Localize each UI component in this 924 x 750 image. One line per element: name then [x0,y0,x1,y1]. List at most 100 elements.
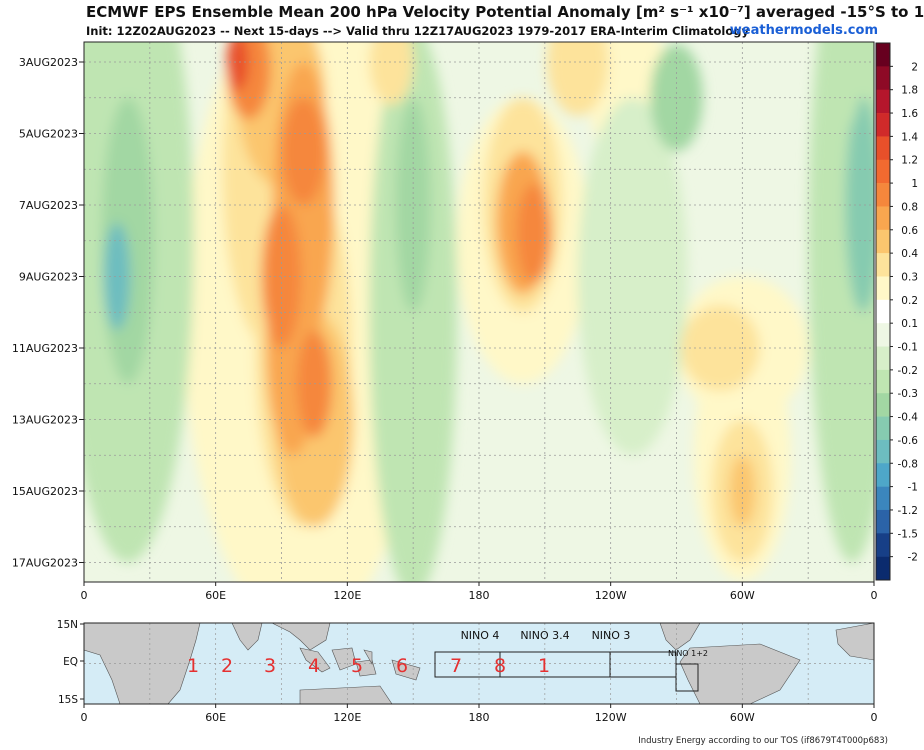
colorbar-swatch [876,43,890,67]
mjo-phase-label: 7 [450,655,462,677]
map-x-tick-label: 0 [81,711,88,724]
colorbar: 2 1.8 1.6 1.4 1.2 1 0.8 0.6 0.4 0.3 0.2 0.1 -0.1 -0.2… [875,42,919,581]
colorbar-swatch [876,299,890,324]
colorbar-label: 2 [911,61,918,73]
mjo-phase-label: 8 [494,655,506,677]
y-tick-label: 13AUG2023 [12,414,78,427]
colorbar-swatch [876,159,890,184]
map-y-tick-label: 15N [57,619,78,631]
y-tick-label: 5AUG2023 [19,128,78,141]
anomaly-region [103,222,131,331]
map-x-tick-label: 120E [333,711,361,724]
y-tick-label: 11AUG2023 [12,342,78,355]
colorbar-swatch [876,113,890,137]
colorbar-swatch [876,206,890,231]
y-tick-label: 9AUG2023 [19,271,78,284]
nino-region-label: NINO 3 [592,629,631,642]
map-land [84,623,874,704]
mjo-phase-label: 2 [221,655,233,677]
colorbar-label: 0.2 [901,295,918,307]
mjo-phase-label: 1 [538,655,550,677]
anomaly-region [261,205,302,348]
anomaly-region [281,97,326,205]
colorbar-label: -0.6 [898,435,919,447]
colorbar-swatch [876,346,890,371]
nino12-box [675,663,699,692]
mjo-phase-label: 6 [396,655,408,677]
y-tick-label: 3AUG2023 [19,56,78,69]
colorbar-label: -0.8 [898,458,919,470]
colorbar-label: 0.8 [901,201,918,213]
colorbar-label: -0.3 [898,388,919,400]
x-tick-label: 120E [333,589,361,602]
brand-link[interactable]: weathermodels.com [729,23,878,38]
colorbar-swatch [876,183,890,207]
map-x-tick-label: 120W [595,711,627,724]
colorbar-swatch [876,486,890,511]
mjo-phase-label: 5 [351,655,363,677]
hovmoller-plot [83,41,875,583]
nino-region-label: NINO 3.4 [520,629,569,642]
nino-region-label: NINO 4 [461,629,500,642]
colorbar-frame [875,42,891,581]
colorbar-swatch [876,533,890,557]
colorbar-swatch [876,416,890,441]
colorbar-label: 0.6 [901,225,918,237]
colorbar-label: 0.4 [901,248,918,260]
mjo-phase-label: 4 [308,655,320,677]
y-tick-label: 17AUG2023 [12,557,78,570]
map-x-tick-label: 0 [871,711,878,724]
colorbar-swatch [876,369,890,394]
chart-title: ECMWF EPS Ensemble Mean 200 hPa Velocity… [86,3,924,21]
footer-note: Industry Energy according to our TOS (if… [638,736,888,746]
colorbar-swatch [876,439,890,464]
colorbar-label: 0.1 [901,318,918,330]
anomaly-region [729,455,756,527]
colorbar-swatch [876,463,890,487]
colorbar-swatch [876,556,890,581]
colorbar-label: 0.3 [901,271,918,283]
colorbar-label: -2 [908,552,918,564]
mjo-phase-label: 1 [187,655,199,677]
colorbar-label: -0.1 [898,342,919,354]
colorbar-swatch [876,393,890,417]
anomaly-region [516,183,552,284]
nino-boxes [434,651,699,692]
anomaly-region [226,42,249,91]
mjo-phase-label: 3 [264,655,276,677]
map-x-tick-label: 60W [730,711,755,724]
colorbar-swatch [876,66,890,90]
map-y-tick-label: EQ [63,656,78,668]
anomaly-region [819,42,864,134]
x-tick-label: 0 [81,589,88,602]
y-tick-label: 7AUG2023 [19,199,78,212]
colorbar-label: -0.4 [898,412,919,424]
colorbar-swatch [876,276,890,301]
chart-subtitle: Init: 12Z02AUG2023 -- Next 15-days --> V… [86,24,749,38]
x-tick-label: 60E [205,589,226,602]
x-tick-label: 180 [469,589,490,602]
colorbar-label: -1.5 [898,528,919,540]
nino-region-label: NINO 1+2 [668,649,708,658]
anomaly-region [395,97,431,313]
x-tick-label: 60W [730,589,755,602]
anomaly-region [547,42,609,116]
x-tick-label: 0 [871,589,878,602]
colorbar-label: 1.2 [901,155,918,167]
map-y-tick-label: 15S [58,694,78,706]
colorbar-label: 1.8 [901,85,918,97]
y-tick-label: 15AUG2023 [12,485,78,498]
colorbar-label: -1.2 [898,505,919,517]
colorbar-swatch [876,229,890,254]
colorbar-swatch [876,89,890,114]
x-tick-label: 120W [595,589,627,602]
colorbar-swatch [876,323,890,347]
colorbar-label: 1.4 [901,131,918,143]
colorbar-swatch [876,509,890,534]
colorbar-swatch [876,253,890,277]
colorbar-label: 1.6 [901,108,918,120]
colorbar-label: -0.2 [898,365,919,377]
colorbar-swatch [876,136,890,161]
